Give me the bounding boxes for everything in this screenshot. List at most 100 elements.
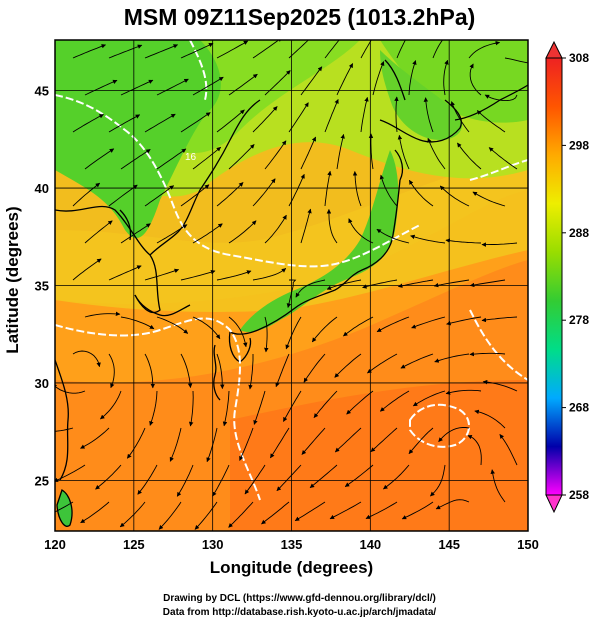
streamline-6 [288, 40, 310, 59]
streamline-38 [476, 110, 506, 133]
streamline-103 [481, 316, 518, 323]
colorbar-label: 298 [569, 138, 589, 152]
streamline-45 [300, 136, 317, 170]
streamline-67 [156, 224, 188, 244]
streamline-153 [430, 464, 446, 497]
streamline-116 [469, 351, 506, 357]
colorbar-label: 268 [569, 401, 589, 415]
x-axis-label: Longitude (degrees) [209, 558, 374, 577]
streamline-164 [329, 501, 362, 520]
streamline-79 [108, 265, 142, 281]
streamline-62 [408, 179, 434, 207]
streamline-133 [169, 427, 182, 462]
streamline-12 [504, 57, 528, 64]
streamline-68 [192, 223, 223, 244]
streamline-132 [126, 427, 146, 459]
streamline-157 [80, 501, 110, 524]
streamline-32 [288, 102, 309, 133]
streamline-89 [433, 279, 470, 288]
streamline-65 [84, 220, 113, 244]
streamline-81 [180, 270, 216, 281]
streamline-72 [326, 208, 338, 244]
streamline-9 [396, 40, 406, 59]
x-tick-label: 120 [44, 537, 66, 552]
streamline-48 [397, 134, 410, 170]
streamline-117 [55, 383, 86, 394]
streamline-21 [372, 61, 385, 96]
streamline-35 [394, 96, 399, 133]
streamline-147 [212, 464, 230, 497]
streamline-5 [252, 40, 283, 59]
y-axis-label: Latitude (degrees) [3, 206, 22, 354]
streamline-154 [467, 434, 482, 466]
streamline-22 [408, 60, 417, 96]
wind-streamlines [55, 40, 528, 530]
streamline-52 [72, 182, 101, 207]
streamline-54 [144, 185, 175, 207]
streamline-95 [228, 316, 248, 348]
streamline-131 [80, 427, 110, 449]
plot-frame [54, 39, 529, 532]
streamline-150 [309, 464, 338, 489]
colorbar: 308 298 288 278 268 258 [545, 40, 589, 514]
streamline-161 [228, 501, 254, 528]
streamline-77 [481, 242, 518, 247]
colorbar-label: 278 [569, 313, 589, 327]
streamline-100 [376, 316, 410, 333]
streamline-149 [276, 464, 302, 492]
streamline-115 [434, 353, 470, 363]
streamline-41 [156, 148, 187, 170]
streamline-56 [216, 182, 244, 207]
streamline-137 [301, 427, 326, 455]
streamline-119 [149, 390, 158, 426]
streamline-125 [346, 390, 374, 415]
colorbar-label: 258 [569, 488, 589, 502]
streamline-78 [72, 258, 102, 281]
streamline-114 [400, 353, 434, 369]
streamline-160 [194, 501, 218, 530]
x-tick-label: 150 [517, 537, 539, 552]
streamline-42 [192, 146, 222, 170]
streamline-23 [443, 59, 449, 96]
streamline-91 [84, 311, 121, 318]
streamline-135 [239, 427, 254, 461]
streamline-7 [324, 40, 340, 59]
streamline-60 [352, 171, 362, 207]
streamline-28 [144, 113, 176, 133]
y-tick-label: 40 [35, 181, 49, 196]
streamline-27 [108, 114, 141, 133]
streamline-16 [192, 76, 224, 96]
streamline-120 [188, 390, 194, 427]
streamline-138 [334, 427, 362, 453]
streamline-126 [379, 390, 410, 412]
x-tick-label: 145 [438, 537, 460, 552]
streamline-76 [445, 238, 482, 244]
streamline-37 [450, 101, 470, 133]
streamline-46 [336, 133, 345, 170]
streamline-127 [412, 390, 446, 407]
streamline-4 [216, 40, 249, 59]
streamline-98 [311, 316, 338, 343]
streamline-151 [344, 464, 374, 487]
streamline-141 [438, 427, 470, 443]
streamline-156 [55, 501, 74, 513]
streamline-166 [401, 501, 434, 520]
streamline-111 [303, 353, 326, 383]
streamline-167 [435, 499, 470, 510]
credits: Drawing by DCL (https://www.gfd-dennou.o… [0, 592, 599, 620]
streamline-47 [368, 133, 374, 170]
streamline-80 [144, 268, 180, 281]
streamline-121 [222, 390, 230, 427]
streamline-106 [144, 353, 156, 389]
map-title: MSM 09Z11Sep2025 (1013.2hPa) [123, 4, 476, 30]
streamline-90 [469, 279, 506, 288]
streamline-93 [156, 316, 189, 334]
streamline-25 [484, 94, 518, 102]
streamline-34 [360, 96, 369, 133]
streamline-129 [482, 379, 518, 392]
colorbar-label: 308 [569, 51, 589, 65]
streamline-44 [264, 140, 287, 170]
streamline-155 [499, 434, 518, 466]
streamline-70 [264, 214, 287, 244]
